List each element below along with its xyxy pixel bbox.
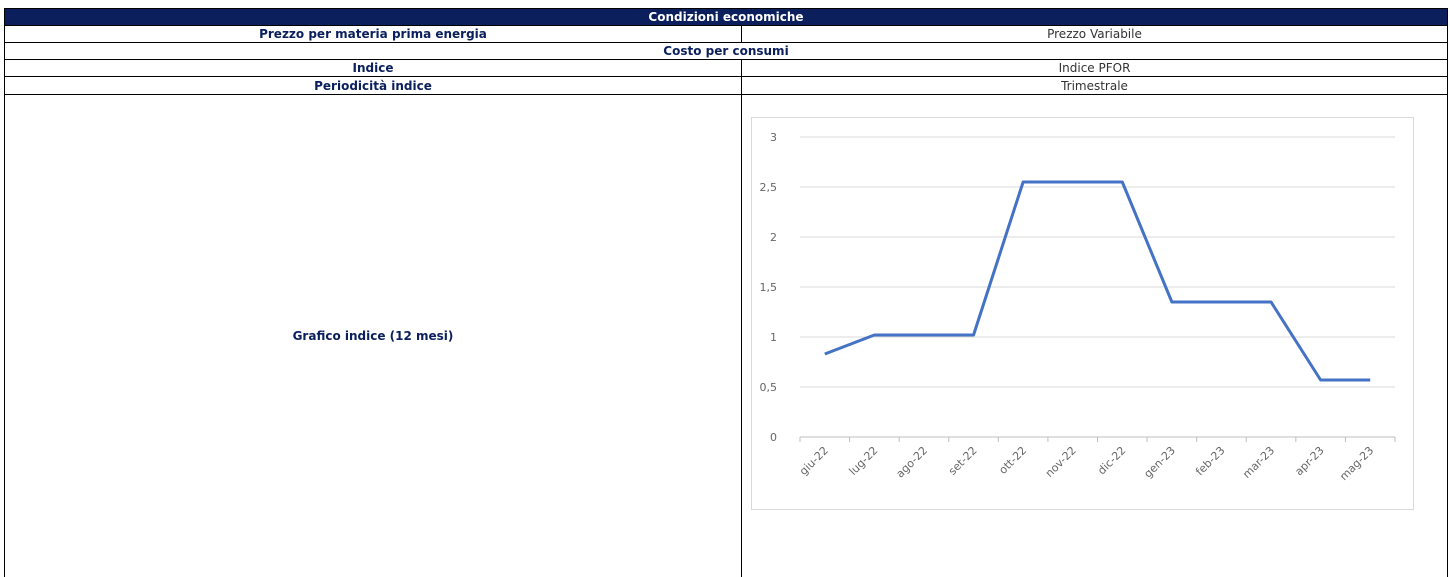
section-label: Costo per consumi xyxy=(4,43,1448,60)
chart-cell xyxy=(741,95,1448,577)
row-label: Periodicità indice xyxy=(4,77,742,95)
y-tick-label: 0 xyxy=(770,431,777,444)
y-tick-label: 1 xyxy=(770,331,777,344)
y-tick-label: 1,5 xyxy=(760,281,778,294)
y-tick-label: 2 xyxy=(770,231,777,244)
row-label: Indice xyxy=(4,60,742,77)
y-tick-label: 2,5 xyxy=(760,181,778,194)
row-label: Grafico indice (12 mesi) xyxy=(4,95,742,577)
y-tick-label: 0,5 xyxy=(760,381,778,394)
row-value: Prezzo Variabile xyxy=(741,26,1448,43)
table-header: Condizioni economiche xyxy=(4,8,1448,26)
line xyxy=(824,180,1371,382)
row-value: Trimestrale xyxy=(741,77,1448,95)
row-label: Prezzo per materia prima energia xyxy=(4,26,742,43)
row-value: Indice PFOR xyxy=(741,60,1448,77)
y-tick-label: 3 xyxy=(770,131,777,144)
